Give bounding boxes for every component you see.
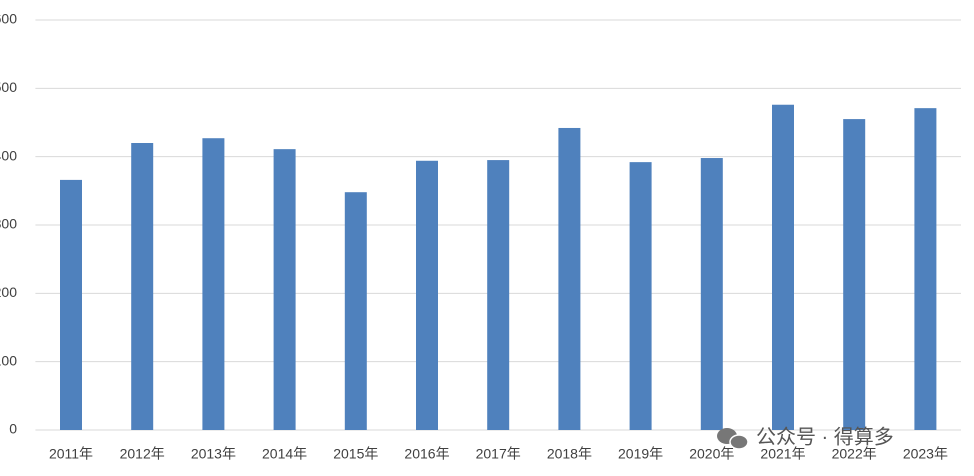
bar — [416, 160, 438, 430]
x-tick-label: 2013年 — [191, 446, 236, 462]
x-tick-label: 2015年 — [333, 446, 378, 462]
bar — [558, 127, 581, 430]
bar — [843, 119, 866, 430]
bar — [487, 160, 510, 431]
x-tick-label: 2022年 — [832, 446, 877, 462]
y-tick-label: 300 — [0, 216, 17, 232]
x-tick-label: 2014年 — [262, 446, 307, 462]
bar — [700, 158, 723, 431]
x-tick-label: 2012年 — [120, 446, 165, 462]
bar — [914, 108, 937, 431]
watermark: 公众号 · 得算多 — [717, 425, 894, 450]
bar — [202, 138, 225, 430]
x-tick-label: 2021年 — [760, 446, 805, 462]
x-tick-label: 2019年 — [618, 446, 663, 462]
y-tick-label: 400 — [0, 147, 17, 163]
bar — [629, 162, 652, 430]
watermark-text: 公众号 · 得算多 — [756, 425, 894, 448]
bar — [273, 149, 296, 430]
bar — [131, 143, 154, 430]
bar — [60, 179, 82, 430]
y-tick-label: 200 — [0, 284, 17, 300]
x-tick-label: 2020年 — [689, 446, 734, 462]
x-tick-label: 2016年 — [404, 446, 449, 462]
bar — [344, 192, 367, 430]
x-tick-label: 2011年 — [49, 446, 93, 462]
x-tick-label: 2018年 — [547, 446, 592, 462]
x-tick-label: 2017年 — [476, 446, 521, 462]
y-tick-label: 0 — [9, 421, 17, 437]
watermark-icon — [729, 434, 749, 450]
x-tick-label: 2023年 — [903, 446, 948, 462]
bar — [772, 104, 794, 430]
y-tick-label: 100 — [0, 352, 17, 368]
y-tick-label: 500 — [0, 79, 17, 95]
y-tick-label: 600 — [0, 11, 17, 27]
